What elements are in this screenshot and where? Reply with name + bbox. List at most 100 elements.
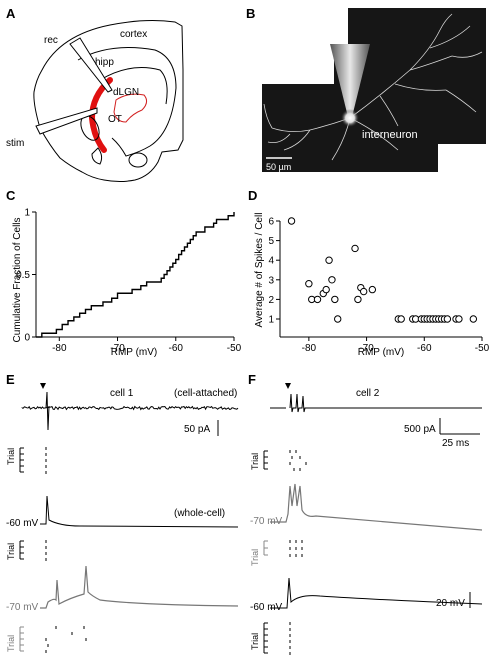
- brain-slice-outline: [33, 20, 184, 182]
- panel-letter-c: C: [6, 188, 16, 203]
- f-whole-cell-trace-2: [270, 577, 483, 609]
- d-y-tick-label: 4: [268, 256, 274, 267]
- d-y-tick-label: 5: [268, 236, 274, 247]
- micrograph-caption: interneuron: [362, 129, 418, 141]
- d-scatter-point: [469, 315, 478, 323]
- d-xlabel: RMP (mV): [358, 347, 404, 358]
- panel-letter-b: B: [246, 6, 255, 21]
- label-ot: OT: [108, 114, 122, 125]
- d-x-tick-label: -50: [475, 343, 490, 354]
- midbrain-region: [128, 152, 148, 168]
- micrograph-background: [262, 8, 486, 172]
- d-scatter-point: [351, 244, 359, 253]
- e-raster-3: [45, 626, 87, 653]
- e-mode-top: (cell-attached): [174, 388, 237, 399]
- e-vm2: -70 mV: [6, 602, 39, 613]
- panel-letter-e: E: [6, 372, 15, 387]
- f-current-scale-label: 500 pA: [404, 424, 436, 435]
- panel-letter-d: D: [248, 188, 257, 203]
- f-trial-label-1: Trial: [250, 453, 260, 470]
- d-y-tick-label: 3: [268, 275, 274, 286]
- label-rec: rec: [44, 35, 58, 46]
- e-trial-axis-3: [19, 626, 24, 652]
- label-dlgn: dLGN: [113, 87, 139, 98]
- d-x-tick-label: -80: [302, 343, 317, 354]
- c-ylabel: Cumulative Fraction of Cells: [12, 217, 23, 342]
- d-scatter-point: [287, 217, 296, 225]
- d-scatter-point: [334, 315, 342, 323]
- d-y-tick-label: 1: [268, 315, 274, 326]
- d-scatter-point: [313, 295, 322, 304]
- f-trial-label-2: Trial: [250, 549, 260, 566]
- e-trial-axis-2: [19, 540, 24, 560]
- c-y-tick-label: 0: [24, 333, 30, 344]
- f-trial-label-3: Trial: [250, 633, 260, 650]
- panel-b: B interneuron 50 µm: [246, 6, 486, 172]
- f-raster-1: [289, 450, 307, 471]
- panel-c: C Cumulative Fraction of Cells RMP (mV) …: [6, 188, 242, 358]
- d-scatter-point: [368, 285, 377, 294]
- d-scatter-point: [331, 295, 339, 304]
- e-whole-cell-trace-1: [40, 495, 239, 528]
- hippocampus-boundary: [77, 47, 177, 157]
- f-cell-attached-trace: [270, 393, 482, 413]
- panel-letter-a: A: [6, 6, 16, 21]
- f-whole-cell-trace-1: [270, 483, 483, 531]
- d-x-tick-label: -70: [359, 343, 374, 354]
- e-vm1: -60 mV: [6, 518, 39, 529]
- d-ylabel: Average # of Spikes / Cell: [254, 213, 265, 328]
- e-current-scale-label: 50 pA: [184, 424, 210, 435]
- e-trial-axis-1: [19, 447, 24, 473]
- chart-d: -80 -70 -60 -50 1 2 3 4 5 6: [268, 217, 489, 355]
- micrograph-pipette: [330, 44, 370, 117]
- f-vm2: -60 mV: [250, 602, 283, 613]
- c-xlabel: RMP (mV): [111, 347, 157, 358]
- f-trial-axis-3: [263, 622, 268, 654]
- d-scatter-point: [397, 315, 405, 323]
- c-x-tick-label: -50: [227, 343, 242, 354]
- c-y-tick-label: 1: [24, 208, 30, 219]
- neuron-soma: [341, 109, 359, 127]
- f-time-scale-label: 25 ms: [442, 438, 469, 449]
- e-whole-cell-trace-2: [40, 565, 239, 609]
- panel-f: F cell 2 500 pA 25 ms Trial -70 mV Trial…: [248, 372, 483, 655]
- e-trial-label-1: Trial: [6, 448, 16, 465]
- panel-letter-f: F: [248, 372, 256, 387]
- e-cell-attached-trace: [21, 405, 239, 411]
- third-ventricle: [91, 147, 103, 165]
- d-scatter-point: [354, 295, 362, 304]
- panel-a: A rec cortex hipp dLGN OT stim: [6, 6, 184, 182]
- d-scatter-point: [325, 256, 333, 264]
- e-mode-mid: (whole-cell): [174, 508, 225, 519]
- d-x-tick-label: -60: [417, 343, 432, 354]
- recording-pipette: [69, 37, 113, 93]
- c-x-tick-label: -70: [110, 343, 125, 354]
- f-voltage-scale-label: 20 mV: [436, 598, 465, 609]
- label-cortex: cortex: [120, 29, 147, 40]
- d-scatter-point: [455, 315, 463, 323]
- f-trial-axis-2: [263, 540, 268, 556]
- e-trial-label-3: Trial: [6, 635, 16, 652]
- e-stim-marker: [40, 383, 46, 389]
- d-scatter-point: [328, 276, 336, 284]
- d-scatter-point: [322, 285, 330, 294]
- c-x-tick-label: -80: [52, 343, 67, 354]
- label-stim: stim: [6, 138, 24, 149]
- cortex-boundary: [99, 67, 168, 105]
- e-cell-label: cell 1: [110, 388, 134, 399]
- c-cumulative-line: [36, 212, 235, 338]
- label-hipp: hipp: [95, 57, 114, 68]
- micrograph-scalebar-label: 50 µm: [266, 162, 291, 172]
- dlgn-region: [113, 93, 148, 123]
- c-x-tick-label: -60: [169, 343, 184, 354]
- d-scatter-point: [359, 287, 368, 296]
- d-y-tick-label: 2: [268, 295, 274, 306]
- f-cell-label: cell 2: [356, 388, 380, 399]
- c-y-tick-label: 0.5: [16, 270, 30, 281]
- d-scatter-point: [305, 280, 313, 288]
- e-trial-label-2: Trial: [6, 543, 16, 560]
- f-stim-marker: [285, 383, 291, 389]
- chart-c: -80 -70 -60 -50 0 0.5 1: [16, 208, 242, 355]
- d-scatter-point: [443, 315, 452, 323]
